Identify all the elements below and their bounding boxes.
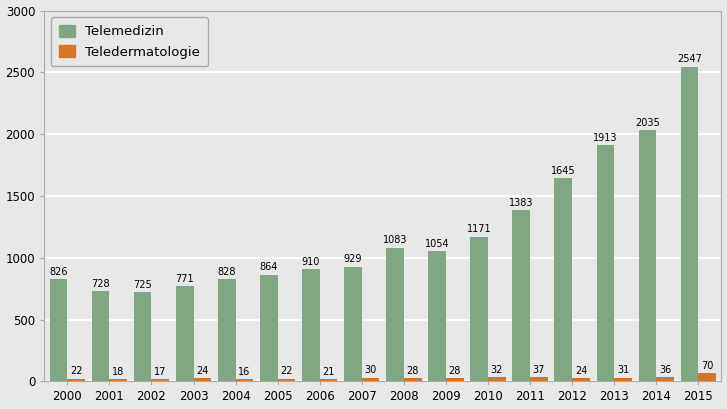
Bar — [699, 373, 716, 382]
Text: 929: 929 — [344, 254, 362, 264]
Legend: Telemedizin, Teledermatologie: Telemedizin, Teledermatologie — [51, 17, 208, 66]
Text: 2547: 2547 — [677, 54, 702, 64]
Text: 70: 70 — [701, 361, 713, 371]
Bar — [428, 251, 446, 382]
Bar — [555, 178, 572, 382]
Bar — [218, 279, 236, 382]
Text: 24: 24 — [196, 366, 209, 376]
Text: 1913: 1913 — [593, 133, 618, 143]
Text: 32: 32 — [491, 365, 503, 375]
Text: 725: 725 — [133, 280, 152, 290]
Bar — [638, 130, 656, 382]
Bar — [92, 292, 109, 382]
Bar — [278, 379, 295, 382]
Bar — [386, 247, 404, 382]
Bar — [513, 211, 530, 382]
Text: 771: 771 — [175, 274, 194, 284]
Bar — [260, 274, 278, 382]
Text: 36: 36 — [659, 365, 671, 375]
Bar — [614, 378, 632, 382]
Bar — [68, 379, 85, 382]
Bar — [597, 145, 614, 382]
Text: 18: 18 — [112, 367, 124, 377]
Bar — [488, 378, 506, 382]
Text: 1645: 1645 — [551, 166, 576, 176]
Bar — [193, 378, 212, 382]
Text: 17: 17 — [154, 367, 166, 377]
Bar — [446, 378, 464, 382]
Bar — [320, 379, 337, 382]
Bar — [572, 378, 590, 382]
Text: 22: 22 — [280, 366, 293, 376]
Text: 1054: 1054 — [425, 239, 449, 249]
Bar — [404, 378, 422, 382]
Text: 28: 28 — [449, 366, 461, 376]
Text: 1383: 1383 — [509, 198, 534, 208]
Text: 826: 826 — [49, 267, 68, 277]
Text: 1083: 1083 — [383, 235, 407, 245]
Text: 728: 728 — [92, 279, 110, 289]
Bar — [680, 67, 699, 382]
Text: 1171: 1171 — [467, 225, 491, 234]
Bar — [49, 279, 68, 382]
Bar — [176, 286, 193, 382]
Text: 828: 828 — [217, 267, 236, 277]
Text: 22: 22 — [70, 366, 82, 376]
Text: 16: 16 — [238, 367, 251, 377]
Bar — [134, 292, 151, 382]
Text: 864: 864 — [260, 263, 278, 272]
Text: 30: 30 — [364, 366, 377, 375]
Text: 2035: 2035 — [635, 118, 660, 128]
Bar — [530, 377, 547, 382]
Bar — [362, 378, 379, 382]
Bar — [151, 379, 169, 382]
Bar — [344, 267, 362, 382]
Bar — [470, 237, 488, 382]
Bar — [656, 377, 674, 382]
Text: 28: 28 — [406, 366, 419, 376]
Text: 24: 24 — [575, 366, 587, 376]
Text: 37: 37 — [533, 364, 545, 375]
Text: 21: 21 — [322, 366, 334, 377]
Text: 31: 31 — [617, 365, 629, 375]
Bar — [302, 269, 320, 382]
Bar — [109, 379, 127, 382]
Bar — [236, 380, 253, 382]
Text: 910: 910 — [302, 257, 320, 267]
